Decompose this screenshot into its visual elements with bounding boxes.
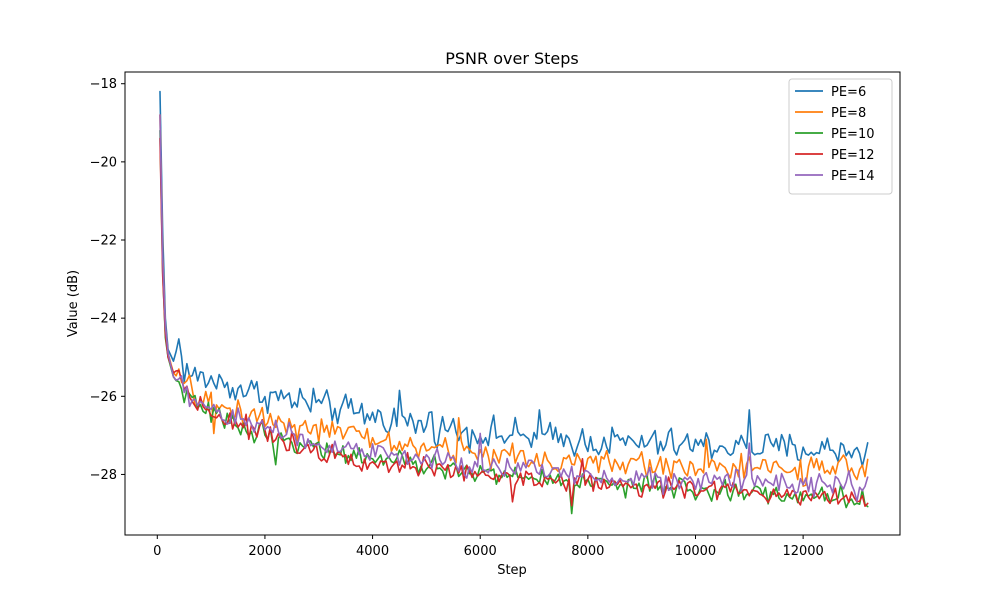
series-line-pe-12: [159, 137, 869, 508]
y-tick-label: −20: [90, 155, 117, 170]
y-tick-label: −24: [90, 312, 117, 327]
y-axis-label: Value (dB): [66, 270, 81, 337]
chart-title: PSNR over Steps: [445, 49, 579, 68]
x-tick-label: 6000: [464, 544, 497, 559]
y-tick-label: −28: [90, 468, 117, 483]
legend-frame: [788, 78, 893, 195]
y-tick-label: −26: [90, 390, 117, 405]
x-tick-label: 2000: [248, 544, 281, 559]
y-tick-label: −22: [90, 234, 117, 249]
legend-label: PE=14: [831, 169, 875, 184]
plot-area: [159, 90, 869, 515]
legend-label: PE=12: [831, 148, 875, 163]
x-axis: 0 2000 4000 6000 8000 10000 12000: [153, 535, 824, 559]
x-tick-label: 10000: [675, 544, 716, 559]
plot-frame: [124, 71, 901, 536]
x-tick-label: 0: [153, 544, 161, 559]
series-line-pe-14: [159, 114, 869, 503]
legend-label: PE=10: [831, 127, 875, 142]
legend-label: PE=6: [831, 85, 866, 100]
x-axis-label: Step: [497, 563, 527, 578]
x-tick-label: 4000: [356, 544, 389, 559]
legend-label: PE=8: [831, 106, 866, 121]
y-tick-label: −18: [90, 77, 117, 92]
legend: PE=6 PE=8 PE=10 PE=12 PE=14: [788, 78, 893, 195]
x-tick-label: 8000: [571, 544, 604, 559]
series-line-pe-6: [159, 90, 869, 468]
x-tick-label: 12000: [782, 544, 823, 559]
y-axis: −18 −20 −22 −24 −26 −28: [90, 77, 125, 483]
